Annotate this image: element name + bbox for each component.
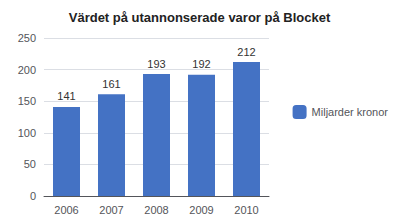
svg-text:192: 192 bbox=[192, 58, 210, 70]
svg-text:212: 212 bbox=[237, 46, 255, 58]
svg-text:Miljarder kronor: Miljarder kronor bbox=[312, 106, 389, 118]
svg-text:2010: 2010 bbox=[234, 204, 258, 216]
svg-text:150: 150 bbox=[18, 95, 36, 107]
svg-text:0: 0 bbox=[30, 190, 36, 202]
svg-text:2009: 2009 bbox=[189, 204, 213, 216]
svg-text:50: 50 bbox=[24, 158, 36, 170]
svg-text:2007: 2007 bbox=[99, 204, 123, 216]
svg-text:Värdet på utannonserade varor: Värdet på utannonserade varor på Blocket bbox=[69, 10, 331, 25]
svg-text:161: 161 bbox=[102, 78, 120, 90]
svg-text:141: 141 bbox=[57, 90, 75, 102]
svg-text:2006: 2006 bbox=[54, 204, 78, 216]
svg-text:2008: 2008 bbox=[144, 204, 168, 216]
svg-text:193: 193 bbox=[147, 58, 165, 70]
svg-text:250: 250 bbox=[18, 32, 36, 44]
svg-text:200: 200 bbox=[18, 64, 36, 76]
svg-text:100: 100 bbox=[18, 127, 36, 139]
